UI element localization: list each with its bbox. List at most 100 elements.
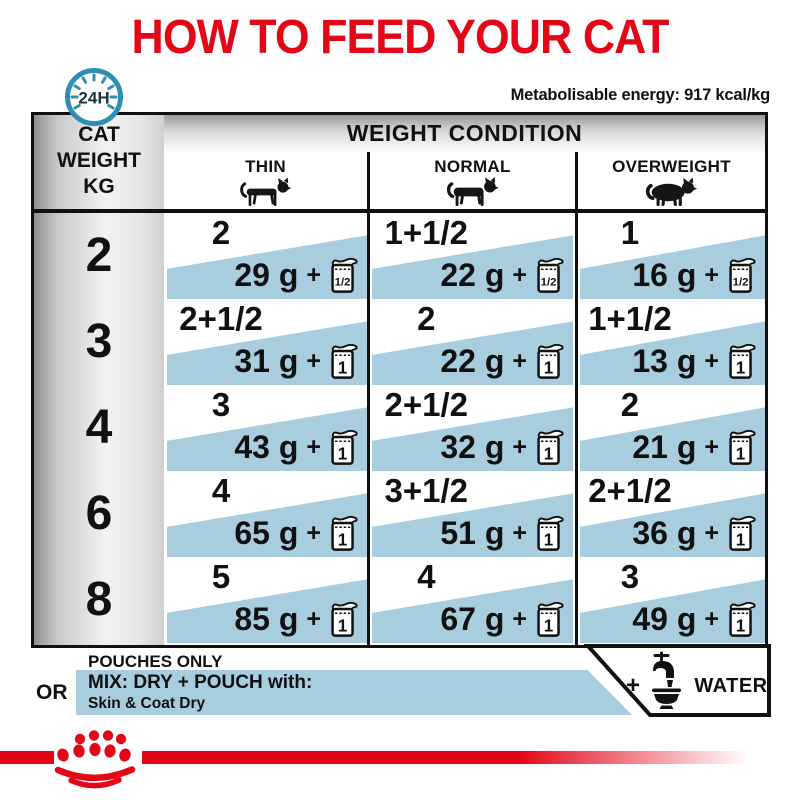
pouches-only-label: POUCHES ONLY (88, 652, 223, 671)
corner-header-line: CAT (78, 123, 120, 146)
amount: 16 g + 1/2 (632, 256, 756, 294)
grams-value: 21 g (632, 428, 697, 465)
pouch-count: 1 (620, 214, 640, 251)
pouch-icon: 1 (729, 429, 756, 465)
overweight-cat-icon (645, 177, 697, 207)
condition-label: THIN (245, 157, 286, 176)
pouch-count: 2 (620, 386, 640, 423)
pouch-fraction: 1 (544, 444, 554, 463)
pouch-icon: 1 (537, 515, 564, 551)
pouch-icon: 1 (331, 601, 358, 637)
water-label: WATER (694, 675, 767, 697)
feeding-cell: 5 85 g + 1 (167, 557, 367, 643)
brand-paw-logo (54, 730, 136, 789)
pouch-count: 2+1/2 (179, 300, 263, 337)
plus-sign: + (704, 518, 719, 547)
pouch-fraction: 1/2 (541, 276, 557, 288)
pouch-fraction: 1 (736, 616, 746, 635)
energy-note: Metabolisable energy: 917 kcal/kg (510, 86, 771, 104)
tap-icon (652, 651, 681, 709)
pouch-icon: 1 (729, 515, 756, 551)
column-divider (575, 152, 579, 645)
header-divider-line (34, 209, 765, 213)
plus-sign: + (306, 518, 321, 547)
brand-bar-left (0, 751, 54, 764)
amount: 22 g + 1/2 (440, 256, 564, 294)
condition-column-header-normal: NORMAL (370, 152, 575, 209)
amount: 67 g + 1 (440, 600, 564, 638)
grams-value: 67 g (440, 600, 505, 637)
grams-value: 85 g (234, 600, 299, 637)
plus-sign: + (306, 260, 321, 289)
feeding-cell: 3 49 g + 1 (580, 557, 765, 643)
feeding-table: WEIGHT CONDITION CAT WEIGHT KG THIN (31, 112, 768, 648)
feeding-cell: 2 29 g + 1/2 (167, 213, 367, 299)
feeding-cell: 2 22 g + 1 (372, 299, 573, 385)
normal-cat-icon (446, 177, 499, 207)
pouch-count: 3 (620, 558, 640, 595)
amount: 49 g + 1 (632, 600, 756, 638)
plus-sign: + (512, 346, 527, 375)
grams-value: 22 g (440, 342, 505, 379)
grams-value: 31 g (234, 342, 299, 379)
pouch-count: 1+1/2 (384, 214, 469, 251)
pouch-fraction: 1 (338, 444, 348, 463)
pouch-count: 3+1/2 (384, 472, 469, 509)
weight-cell: 4 (85, 401, 113, 454)
pouch-count: 2 (211, 214, 231, 251)
weight-cell: 6 (85, 487, 113, 540)
grams-value: 29 g (234, 256, 299, 293)
mix-title: MIX: DRY + POUCH with: (88, 672, 313, 693)
grams-value: 22 g (440, 256, 505, 293)
feeding-cell: 4 65 g + 1 (167, 471, 367, 557)
pouch-count: 2+1/2 (588, 472, 672, 509)
thin-cat-icon (239, 177, 291, 207)
corner-header: CAT WEIGHT KG (34, 122, 164, 200)
plus-sign: + (306, 604, 321, 633)
condition-label: NORMAL (434, 157, 511, 176)
pouch-count: 3 (211, 386, 231, 423)
plus-sign: + (704, 260, 719, 289)
pouch-fraction: 1 (338, 616, 348, 635)
pouch-icon: 1 (331, 515, 358, 551)
feeding-cell: 3+1/2 51 g + 1 (372, 471, 573, 557)
pouch-fraction: 1/2 (733, 276, 749, 288)
or-label: OR (36, 681, 68, 704)
feeding-cell: 2+1/2 32 g + 1 (372, 385, 573, 471)
plus-sign: + (306, 346, 321, 375)
mix-product: Skin & Coat Dry (88, 695, 206, 712)
pouch-icon: 1/2 (331, 257, 358, 293)
pouch-count: 1+1/2 (588, 300, 672, 337)
feeding-cell: 3 43 g + 1 (167, 385, 367, 471)
amount: 13 g + 1 (632, 342, 756, 380)
pouch-fraction: 1 (736, 530, 746, 549)
feeding-cell: 4 67 g + 1 (372, 557, 573, 643)
pouch-icon: 1 (537, 343, 564, 379)
pouch-fraction: 1 (544, 530, 554, 549)
weight-cell: 8 (85, 573, 113, 626)
pouch-fraction: 1 (544, 616, 554, 635)
pouch-icon: 1/2 (729, 257, 756, 293)
condition-column-header-thin: THIN (164, 152, 367, 209)
pouch-icon: 1 (537, 601, 564, 637)
condition-column-header-overweight: OVERWEIGHT (578, 152, 765, 209)
amount: 21 g + 1 (632, 428, 756, 466)
pouch-fraction: 1 (736, 444, 746, 463)
pouch-count: 4 (417, 558, 436, 595)
pouch-fraction: 1/2 (335, 276, 351, 288)
feeding-cell: 1+1/2 22 g + 1/2 (372, 213, 573, 299)
water-panel: + WATER (583, 644, 771, 717)
pouch-icon: 1 (729, 601, 756, 637)
grams-value: 16 g (632, 256, 697, 293)
grams-value: 36 g (632, 514, 697, 551)
pouch-fraction: 1 (338, 530, 348, 549)
plus-sign: + (704, 604, 719, 633)
pouch-icon: 1 (331, 429, 358, 465)
grams-value: 32 g (440, 428, 505, 465)
amount: 22 g + 1 (440, 342, 564, 380)
pouch-count: 5 (211, 558, 231, 595)
pouch-icon: 1 (729, 343, 756, 379)
amount: 31 g + 1 (234, 342, 358, 380)
pouch-count: 4 (211, 472, 231, 509)
